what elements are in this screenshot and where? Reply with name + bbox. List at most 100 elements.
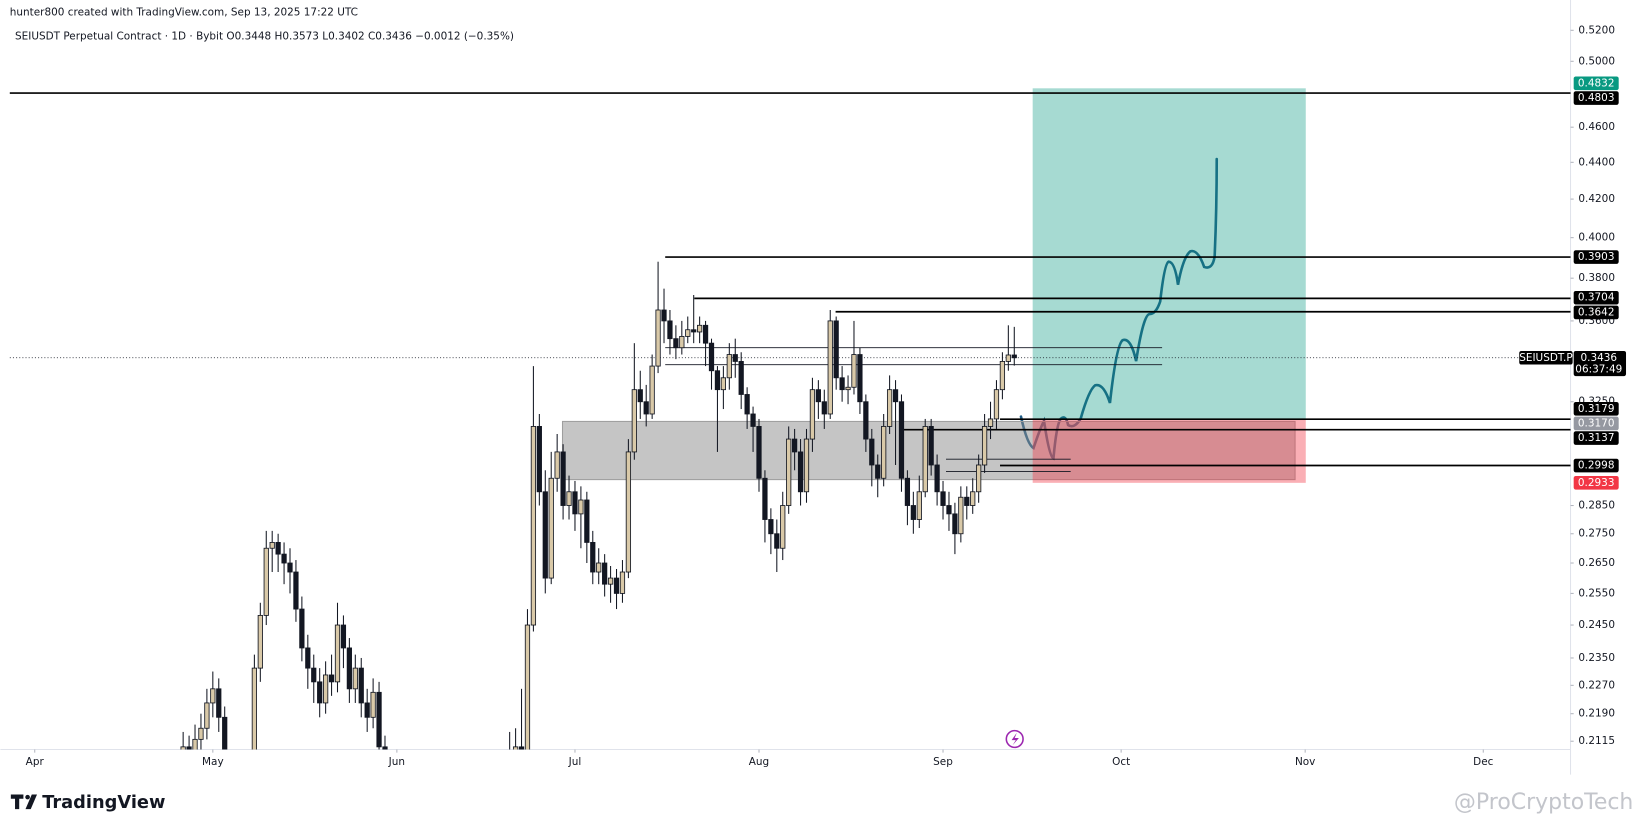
candle-body xyxy=(993,389,1000,420)
price-tag xyxy=(1573,476,1619,490)
candle-body xyxy=(578,499,584,515)
candle-body xyxy=(607,577,614,585)
candle-body xyxy=(762,477,768,520)
candle-body xyxy=(1011,354,1017,359)
candle-body xyxy=(898,401,905,479)
candle-body xyxy=(590,541,596,573)
candle-body xyxy=(744,394,750,415)
y-tick-label: 0.5200 xyxy=(1578,24,1615,36)
candle-body xyxy=(691,329,697,333)
candle-body xyxy=(186,746,192,750)
author-line: hunter800 created with TradingView.com, … xyxy=(10,7,358,19)
candle-body xyxy=(180,746,186,750)
candle-body xyxy=(602,562,608,585)
candle-body xyxy=(554,451,560,479)
brand: TradingView xyxy=(10,792,165,813)
candle-body xyxy=(833,320,839,379)
stop-zone xyxy=(1032,419,1306,483)
y-tick-label: 0.2115 xyxy=(1578,735,1615,747)
candle-body xyxy=(803,438,810,493)
candle-body xyxy=(649,365,655,415)
last-price-tag xyxy=(1573,350,1627,377)
price-tag-label: 0.3170 xyxy=(1578,417,1615,429)
y-tick-label: 0.4600 xyxy=(1578,121,1615,133)
candle-body xyxy=(1005,354,1011,362)
candle-body xyxy=(631,389,637,453)
candle-body xyxy=(679,336,685,349)
candle-body xyxy=(987,418,994,427)
price-tag xyxy=(1573,458,1619,473)
candle-body xyxy=(346,647,352,690)
brand-dot xyxy=(25,794,30,800)
candle-body xyxy=(204,702,210,729)
candle-body xyxy=(382,746,388,750)
candle-body xyxy=(530,426,537,626)
candle-body xyxy=(685,329,691,337)
y-tick-label: 0.2850 xyxy=(1578,500,1615,512)
candle-body xyxy=(323,674,329,704)
candle-body xyxy=(536,426,542,493)
candle-body xyxy=(655,309,661,367)
candle-body xyxy=(667,320,673,340)
candle-body xyxy=(981,426,988,466)
candle-body xyxy=(857,354,863,403)
candle-body xyxy=(257,614,263,669)
price-tag xyxy=(1573,305,1619,320)
candle-body xyxy=(548,477,554,579)
candle-body xyxy=(916,491,922,520)
candle-body xyxy=(702,324,709,344)
candle-body xyxy=(999,361,1006,391)
candle-body xyxy=(904,477,911,506)
x-tick-label: Sep xyxy=(933,756,953,768)
candle-body xyxy=(370,691,376,718)
y-tick-label: 0.4000 xyxy=(1578,232,1615,244)
x-tick-label: Jul xyxy=(568,756,582,768)
y-tick-label: 0.4400 xyxy=(1578,156,1615,168)
candle-body xyxy=(756,426,762,479)
candle-body xyxy=(518,746,525,750)
candle-body xyxy=(738,361,744,395)
candle-body xyxy=(952,513,958,535)
candle-body xyxy=(210,688,216,704)
candle-body xyxy=(216,688,222,718)
candle-body xyxy=(797,451,804,493)
candle-body xyxy=(334,624,341,683)
price-tag xyxy=(1573,290,1619,305)
candle-body xyxy=(886,389,893,427)
candle-body xyxy=(697,324,703,333)
price-tag xyxy=(1573,91,1619,105)
symbol-tag xyxy=(1519,350,1573,365)
candle-body xyxy=(560,451,566,506)
candle-body xyxy=(780,505,786,549)
price-tag-label: 0.4803 xyxy=(1578,92,1615,104)
candle-body xyxy=(970,491,976,506)
candle-body xyxy=(376,691,382,748)
candle-body xyxy=(869,438,875,466)
candle-body xyxy=(340,624,347,649)
y-tick-label: 0.4200 xyxy=(1578,193,1615,205)
candle-body xyxy=(839,377,845,391)
y-tick-label: 0.2550 xyxy=(1578,587,1615,599)
candle-body xyxy=(821,401,827,415)
candle-body xyxy=(809,389,816,440)
candle-body xyxy=(512,746,519,750)
x-tick-label: Dec xyxy=(1473,756,1493,768)
candle-body xyxy=(815,389,821,403)
y-tick-label: 0.2190 xyxy=(1578,708,1615,720)
candle-body xyxy=(845,386,851,391)
last-price-label: 0.3436 xyxy=(1581,352,1618,364)
candle-body xyxy=(287,562,293,573)
price-tag-label: 0.2998 xyxy=(1578,460,1615,472)
event-bolt xyxy=(1011,732,1019,746)
price-tag-label: 0.2933 xyxy=(1578,477,1615,489)
candle-body xyxy=(317,681,323,704)
candle-body xyxy=(619,571,626,594)
candle-body xyxy=(293,571,299,610)
candle-body xyxy=(328,674,335,683)
candle-body xyxy=(940,491,946,506)
price-tag-label: 0.3903 xyxy=(1578,251,1615,263)
price-tag-label: 0.3704 xyxy=(1578,292,1615,304)
